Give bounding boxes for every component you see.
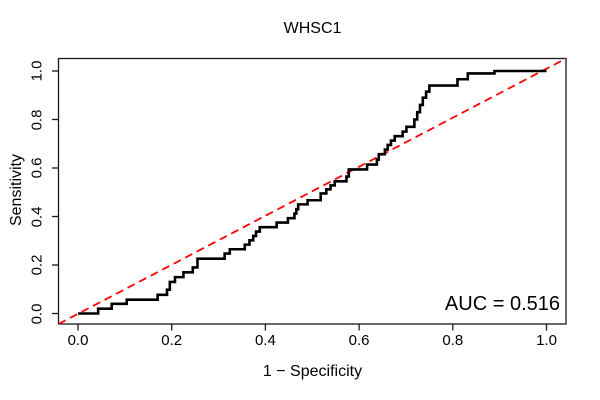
y-tick-label: 0.2	[28, 254, 46, 276]
x-tick-label: 0.6	[348, 332, 370, 349]
roc-curve-line	[78, 69, 547, 315]
y-tick-label: 0.0	[28, 303, 46, 324]
y-axis-label: Sensitivity	[8, 153, 25, 227]
y-tick-label: 0.8	[28, 109, 46, 130]
x-tick-label: 0.8	[442, 332, 464, 349]
y-tick-label: 1.0	[28, 60, 46, 82]
plot-title: WHSC1	[283, 20, 342, 37]
plot-frame	[57, 57, 567, 325]
x-tick-label: 0.4	[254, 332, 276, 349]
auc-annotation: AUC = 0.516	[444, 293, 560, 315]
x-axis-label: 1 − Specificity	[262, 363, 363, 380]
x-tick-label: 0.0	[67, 332, 89, 349]
y-tick-label: 0.4	[28, 206, 46, 227]
y-tick-label: 0.6	[28, 157, 46, 179]
x-tick-label: 1.0	[536, 332, 557, 349]
x-tick-label: 0.2	[161, 332, 183, 349]
chance-diagonal-line	[58, 57, 567, 325]
